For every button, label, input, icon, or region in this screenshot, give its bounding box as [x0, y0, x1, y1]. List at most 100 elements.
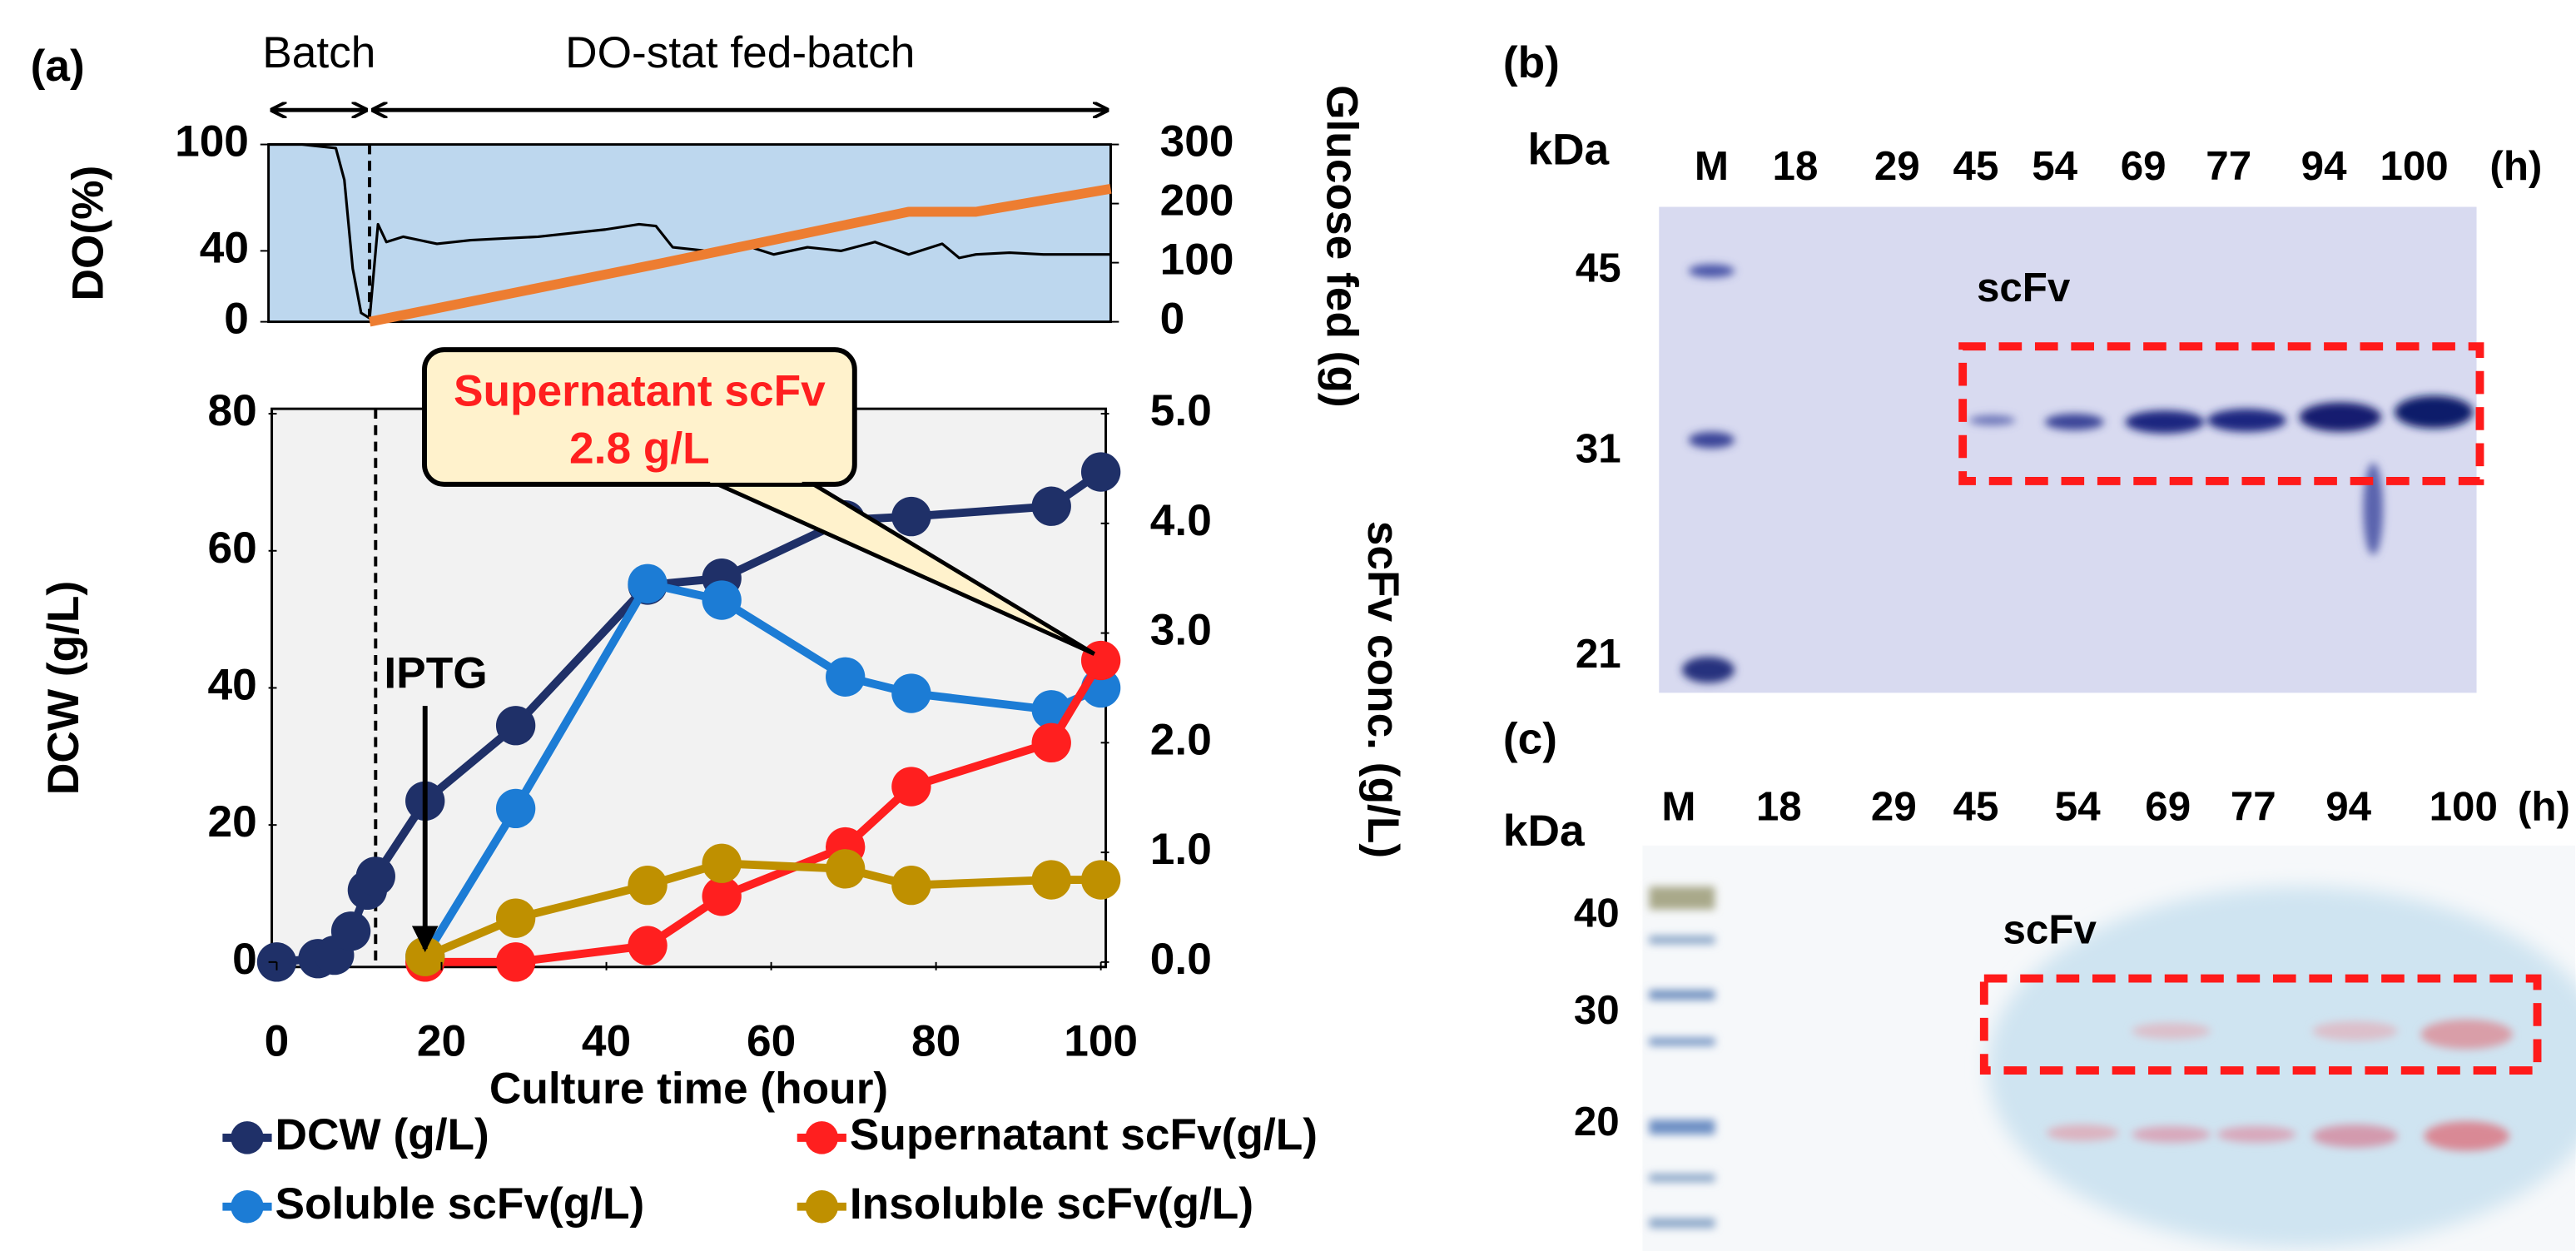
data-point — [496, 789, 535, 828]
lane-label: 77 — [2231, 783, 2276, 829]
band-label: scFv — [2003, 906, 2097, 952]
plot-area — [269, 145, 1111, 322]
data-point — [1081, 860, 1120, 899]
callout-text: 2.8 g/L — [569, 424, 710, 473]
data-point — [496, 706, 535, 745]
lane-label: 45 — [1953, 783, 1999, 829]
lane-label: 29 — [1871, 783, 1917, 829]
y-tick-label: 80 — [208, 386, 257, 435]
y-tick-label: 20 — [208, 797, 257, 846]
data-point — [331, 911, 370, 951]
y2-tick-label: 100 — [1160, 236, 1234, 285]
time-unit: (h) — [2489, 143, 2542, 189]
y-tick-label: 60 — [208, 524, 257, 573]
legend-swatch — [806, 1121, 838, 1154]
gel-unit: kDa — [1527, 125, 1609, 174]
y2-axis-title: Glucose fed (g) — [1318, 85, 1367, 408]
time-unit: (h) — [2518, 783, 2570, 829]
data-point — [1032, 487, 1071, 526]
x-axis-title: Culture time (hour) — [489, 1065, 888, 1114]
legend-label: Soluble scFv(g/L) — [275, 1179, 645, 1229]
lane-label: 54 — [2055, 783, 2101, 829]
panel-label: (b) — [1503, 38, 1560, 87]
x-tick-label: 20 — [417, 1017, 466, 1066]
phase-label: DO-stat fed-batch — [565, 28, 915, 77]
data-point — [702, 844, 741, 883]
legend-swatch — [231, 1190, 263, 1223]
phase-label: Batch — [262, 28, 375, 77]
data-point — [356, 856, 395, 896]
data-point — [826, 849, 865, 888]
panel-label: (c) — [1503, 715, 1557, 764]
y2-tick-label: 200 — [1160, 176, 1234, 226]
x-tick-label: 40 — [582, 1017, 631, 1066]
data-point — [891, 866, 931, 905]
y-axis-title: DCW (g/L) — [39, 581, 88, 795]
gel-b: kDa M 18 29 45 54 69 77 94 100 (h) 45 31… — [1527, 125, 2542, 693]
callout-text: Supernatant scFv — [454, 366, 826, 415]
lane-label: 69 — [2145, 783, 2191, 829]
legend-label: Insoluble scFv(g/L) — [850, 1179, 1253, 1229]
lane-label: 45 — [1953, 143, 1999, 189]
lane-label: 100 — [2430, 783, 2498, 829]
y-tick-label: 0 — [232, 935, 257, 984]
marker-label: 45 — [1576, 245, 1621, 290]
lane-label: 94 — [2301, 143, 2347, 189]
data-point — [891, 497, 931, 536]
data-point — [628, 866, 667, 905]
y2-axis-title: scFv conc. (g/L) — [1358, 521, 1407, 858]
y-tick-label: 40 — [208, 661, 257, 710]
data-point — [1081, 452, 1120, 491]
data-point — [496, 898, 535, 937]
x-tick-label: 80 — [911, 1017, 960, 1066]
data-point — [1032, 723, 1071, 762]
marker-label: 30 — [1574, 987, 1620, 1033]
y-tick-label: 40 — [200, 223, 249, 272]
lane-label: 54 — [2032, 143, 2077, 189]
lane-label: 77 — [2206, 143, 2251, 189]
lane-label: 100 — [2380, 143, 2448, 189]
data-point — [496, 942, 535, 981]
gel-unit: kDa — [1503, 807, 1585, 856]
callout-patch — [710, 469, 802, 483]
data-point — [891, 673, 931, 712]
marker-label: 21 — [1576, 631, 1621, 677]
y2-tick-label: 2.0 — [1150, 715, 1212, 764]
y-tick-label: 0 — [224, 295, 249, 344]
lane-label: M — [1695, 143, 1729, 189]
lane-label: 29 — [1874, 143, 1920, 189]
y2-tick-label: 0 — [1160, 295, 1185, 344]
lane-label: 69 — [2121, 143, 2167, 189]
legend-swatch — [231, 1121, 263, 1154]
legend-label: DCW (g/L) — [275, 1110, 489, 1159]
data-point — [628, 564, 667, 603]
y2-tick-label: 0.0 — [1150, 935, 1212, 984]
data-point — [826, 658, 865, 697]
marker-label: 31 — [1576, 425, 1621, 471]
figure: (a) (b) (c) kDa M 18 29 45 54 69 77 94 1… — [0, 0, 2576, 1251]
marker-label: 40 — [1574, 891, 1620, 936]
data-point — [1081, 641, 1120, 680]
y2-tick-label: 4.0 — [1150, 496, 1212, 545]
y2-tick-label: 5.0 — [1150, 386, 1212, 435]
y-tick-label: 100 — [175, 117, 249, 166]
data-point — [628, 926, 667, 965]
band-label: scFv — [1977, 265, 2071, 310]
x-tick-label: 100 — [1064, 1017, 1138, 1066]
x-tick-label: 0 — [265, 1017, 290, 1066]
lane-label: M — [1661, 783, 1695, 829]
lane-label: 18 — [1773, 143, 1819, 189]
y2-tick-label: 3.0 — [1150, 606, 1212, 655]
data-point — [891, 767, 931, 806]
lane-label: 18 — [1756, 783, 1802, 829]
lane-label: 94 — [2325, 783, 2371, 829]
panel-label: (a) — [31, 42, 85, 91]
annotation: IPTG — [384, 649, 487, 698]
marker-label: 20 — [1574, 1099, 1620, 1144]
page: (a) (b) (c) kDa M 18 29 45 54 69 77 94 1… — [0, 0, 2576, 1251]
legend-swatch — [806, 1190, 838, 1223]
y2-tick-label: 300 — [1160, 117, 1234, 166]
y-axis-title: DO(%) — [64, 166, 113, 301]
x-tick-label: 60 — [747, 1017, 796, 1066]
legend-label: Supernatant scFv(g/L) — [850, 1110, 1318, 1159]
